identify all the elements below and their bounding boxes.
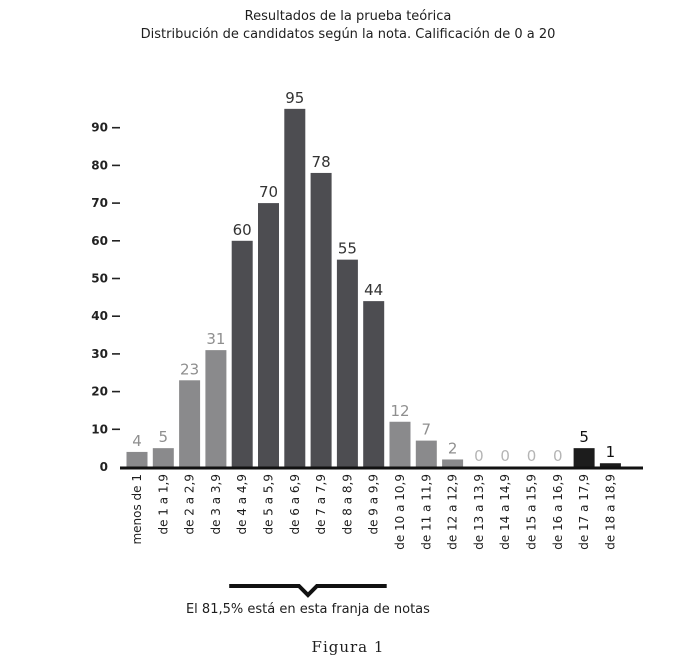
bar-value-label: 4 [132,432,142,450]
x-tick-labels: menos de 1 de 1 a 1,9 de 2 a 2,9 de 3 a 3,9… [130,474,617,550]
x-tick-label: de 17 a 17,9 [577,474,591,550]
bar-value-label: 70 [259,183,278,201]
bar [179,380,201,467]
bar [310,172,332,467]
y-tick-label: 30 [91,347,108,361]
bar-value-label: 5 [579,428,589,446]
x-tick-label: de 3 a 3,9 [209,474,223,535]
x-tick-label: de 14 a 14,9 [498,474,512,550]
bars [126,108,621,467]
bar [336,259,358,467]
bar [599,463,621,467]
x-tick-label: de 2 a 2,9 [183,474,197,535]
x-tick-label: de 12 a 12,9 [446,474,460,550]
bar [152,448,174,467]
figure-caption: Figura 1 [311,638,385,656]
bar-value-label: 7 [422,421,432,439]
bar-value-label: 23 [180,360,199,378]
range-brace [229,584,387,598]
bar-value-label: 60 [233,221,252,239]
bar [415,440,437,467]
y-tick-label: 80 [91,158,108,172]
x-tick-label: menos de 1 [130,474,144,545]
y-tick-label: 10 [91,422,108,436]
x-tick-label: de 10 a 10,9 [393,474,407,550]
bar-value-label: 55 [338,240,357,258]
bar [363,301,385,467]
y-tick-label: 60 [91,234,108,248]
chart-subtitle: Distribución de candidatos según la nota… [140,27,556,42]
x-tick-label: de 18 a 18,9 [603,474,617,550]
x-tick-label: de 4 a 4,9 [235,474,249,535]
bar-value-label: 5 [159,428,169,446]
x-tick-label: de 13 a 13,9 [472,474,486,550]
x-tick-label: de 15 a 15,9 [525,474,539,550]
range-annotation: El 81,5% está en esta franja de notas [186,602,430,617]
x-tick-label: de 6 a 6,9 [288,474,302,535]
x-tick-label: de 11 a 11,9 [419,474,433,550]
x-tick-label: de 16 a 16,9 [551,474,565,550]
x-tick-label: de 1 a 1,9 [156,474,170,535]
bar-value-label: 44 [364,281,383,299]
bar [573,448,595,467]
x-tick-label: de 8 a 8,9 [340,474,354,535]
bar-value-label: 0 [553,447,563,465]
bar-value-label: 1 [606,443,616,461]
y-tick-label: 0 [100,460,108,474]
bar [442,459,464,467]
y-axis: 0 10 20 30 40 50 60 70 80 90 [91,121,120,474]
bar [258,203,279,467]
bar-value-label: 31 [206,330,225,348]
x-tick-label: de 7 a 7,9 [314,474,328,535]
x-tick-label: de 5 a 5,9 [262,474,276,535]
y-tick-label: 90 [91,121,108,135]
y-tick-label: 70 [91,196,108,210]
bar-value-label: 95 [285,89,304,107]
y-tick-label: 40 [91,309,108,323]
bar-value-label: 0 [474,447,484,465]
bar [126,451,148,467]
bar-value-label: 2 [448,439,458,457]
bar [284,108,306,467]
x-tick-label: de 9 a 9,9 [367,474,381,535]
y-tick-label: 50 [91,272,108,286]
bar [389,421,411,467]
bar-value-label: 12 [390,402,409,420]
bar-value-label: 0 [527,447,537,465]
chart-title: Resultados de la prueba teórica [244,9,452,24]
bar-value-label: 78 [312,153,331,171]
y-tick-label: 20 [91,385,108,399]
bar [205,350,227,467]
bar-value-label: 0 [500,447,510,465]
bar [231,240,253,467]
